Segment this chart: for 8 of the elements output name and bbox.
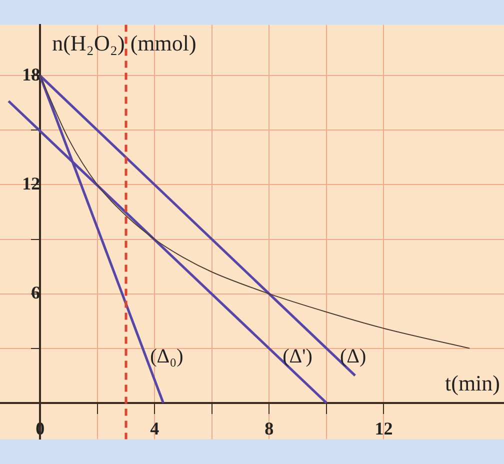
x-tick-label: 12	[374, 418, 393, 438]
y-axis-title: n(H₂O₂) (mmol)	[52, 30, 196, 56]
series-label: (Δ)	[340, 346, 366, 368]
series-label: (Δ₀)	[150, 346, 184, 368]
x-tick-label: 4	[150, 418, 160, 438]
x-tick-label: 8	[264, 418, 274, 438]
series-label: (Δ')	[282, 346, 312, 368]
x-axis-title: t(min)	[445, 370, 500, 396]
